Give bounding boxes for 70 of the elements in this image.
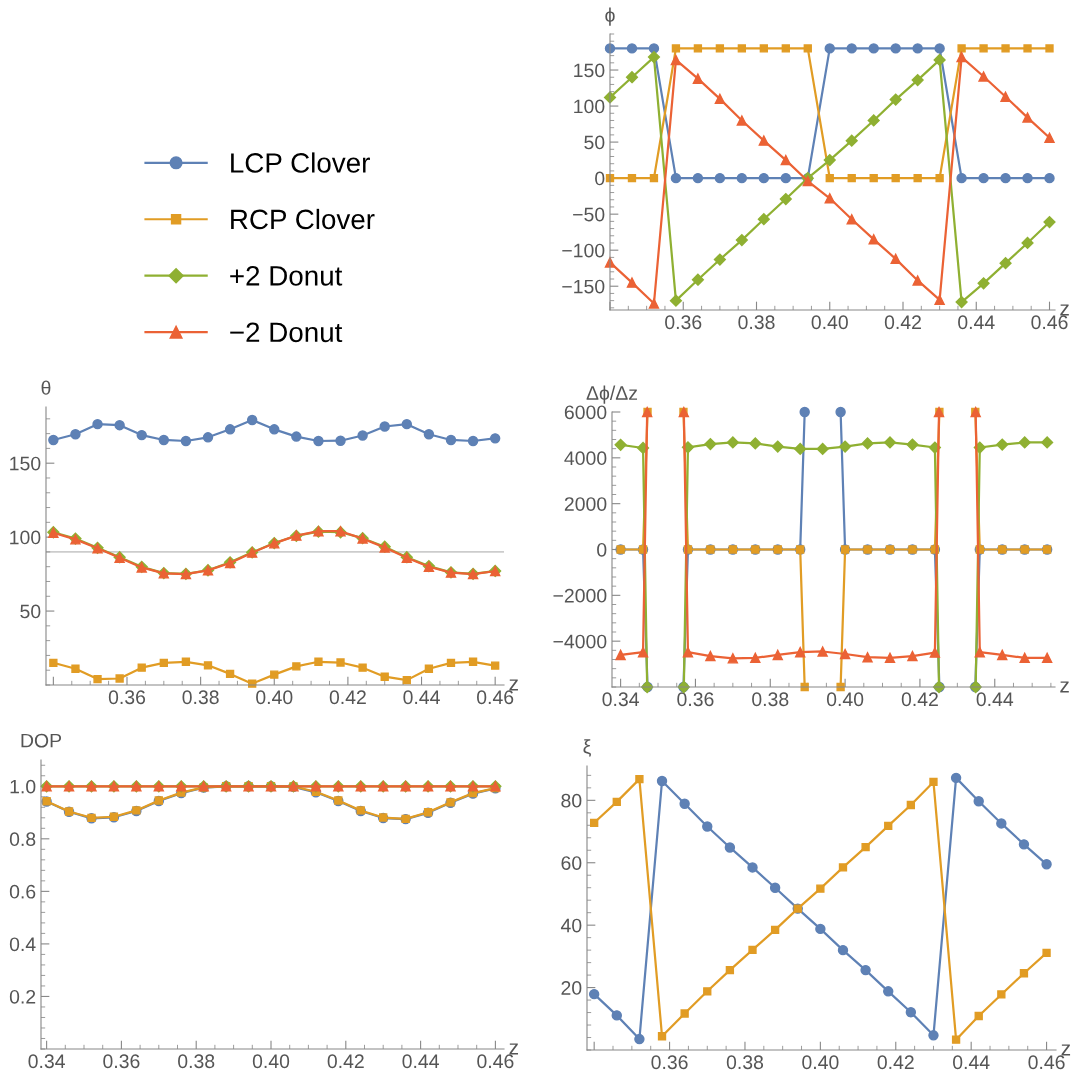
y-tick-label: 0.8 <box>9 832 36 847</box>
y-tick-label: −150 <box>562 279 605 294</box>
legend-label: −2 Donut <box>230 322 343 343</box>
y-tick-label: 20 <box>561 981 582 995</box>
x-axis-title: z <box>1060 304 1069 316</box>
x-tick-label: 0.36 <box>651 1055 688 1070</box>
x-tick-label: 0.34 <box>28 1054 65 1069</box>
y-tick-label: 0.6 <box>9 884 36 899</box>
x-tick-label: 0.38 <box>752 692 789 707</box>
y-tick-label: 0.4 <box>9 937 36 952</box>
x-tick-label: 0.38 <box>178 1054 215 1069</box>
y-tick-label: −2000 <box>553 588 607 603</box>
legend-label: +2 Donut <box>230 266 343 286</box>
x-axis-title: z <box>1061 1044 1071 1056</box>
x-axis-title: z <box>1060 681 1069 693</box>
y-tick-label: 4000 <box>564 451 607 466</box>
y-tick-label: 150 <box>10 456 41 471</box>
x-tick-label: 0.42 <box>329 690 366 705</box>
x-tick-label: 0.46 <box>1031 315 1068 330</box>
x-tick-label: 0.38 <box>738 315 775 330</box>
legend-label: LCP Clover <box>231 152 370 173</box>
x-tick-label: 0.42 <box>327 1054 364 1069</box>
x-tick-label: 0.36 <box>108 690 146 705</box>
x-tick-label: 0.46 <box>477 1054 514 1069</box>
x-tick-label: 0.42 <box>877 1055 914 1070</box>
y-tick-label: 100 <box>10 530 41 545</box>
y-tick-label: 60 <box>561 856 582 870</box>
y-axis-title: ξ <box>583 739 591 757</box>
x-tick-label: 0.44 <box>402 1054 439 1069</box>
y-tick-label: −50 <box>573 207 605 222</box>
x-tick-label: 0.40 <box>826 692 864 707</box>
x-tick-label: 0.36 <box>677 692 714 707</box>
x-tick-label: 0.40 <box>802 1055 839 1070</box>
x-tick-label: 0.44 <box>953 1055 990 1070</box>
x-tick-label: 0.44 <box>958 315 995 330</box>
y-tick-label: 0 <box>595 171 605 186</box>
y-tick-label: 40 <box>560 918 582 933</box>
x-tick-label: 0.46 <box>1028 1055 1065 1070</box>
y-tick-label: 80 <box>561 793 582 808</box>
legend-label: RCP Clover <box>231 208 375 230</box>
x-tick-label: 0.40 <box>252 1054 290 1069</box>
y-axis-title: θ <box>41 380 51 395</box>
x-tick-label: 0.40 <box>256 690 293 705</box>
y-tick-label: 1.0 <box>10 779 36 794</box>
y-tick-label: 50 <box>584 135 605 150</box>
x-tick-label: 0.34 <box>602 692 639 707</box>
y-tick-label: 100 <box>574 99 605 114</box>
x-tick-label: 0.44 <box>403 690 440 705</box>
y-tick-label: 50 <box>20 604 41 619</box>
y-axis-title: ϕ <box>605 7 615 26</box>
y-tick-label: −4000 <box>553 634 607 649</box>
y-axis-title: Δϕ/Δz <box>586 385 638 404</box>
x-tick-label: 0.42 <box>884 315 921 330</box>
x-tick-label: 0.36 <box>665 315 702 330</box>
x-axis-title: z <box>509 679 518 691</box>
y-tick-label: 0 <box>597 542 607 557</box>
x-tick-label: 0.46 <box>477 690 514 705</box>
x-tick-label: 0.44 <box>976 692 1014 707</box>
y-axis-title: DOP <box>21 733 62 748</box>
y-tick-label: 2000 <box>564 497 607 511</box>
y-tick-label: −100 <box>562 243 605 258</box>
y-tick-label: 150 <box>574 63 605 78</box>
x-tick-label: 0.40 <box>811 315 848 330</box>
y-tick-label: 0.2 <box>9 989 36 1004</box>
x-tick-label: 0.38 <box>726 1055 764 1070</box>
x-tick-label: 0.42 <box>901 692 938 707</box>
x-tick-label: 0.36 <box>103 1054 140 1069</box>
x-axis-title: z <box>509 1043 519 1055</box>
x-tick-label: 0.38 <box>182 690 219 705</box>
y-tick-label: 6000 <box>564 405 607 420</box>
